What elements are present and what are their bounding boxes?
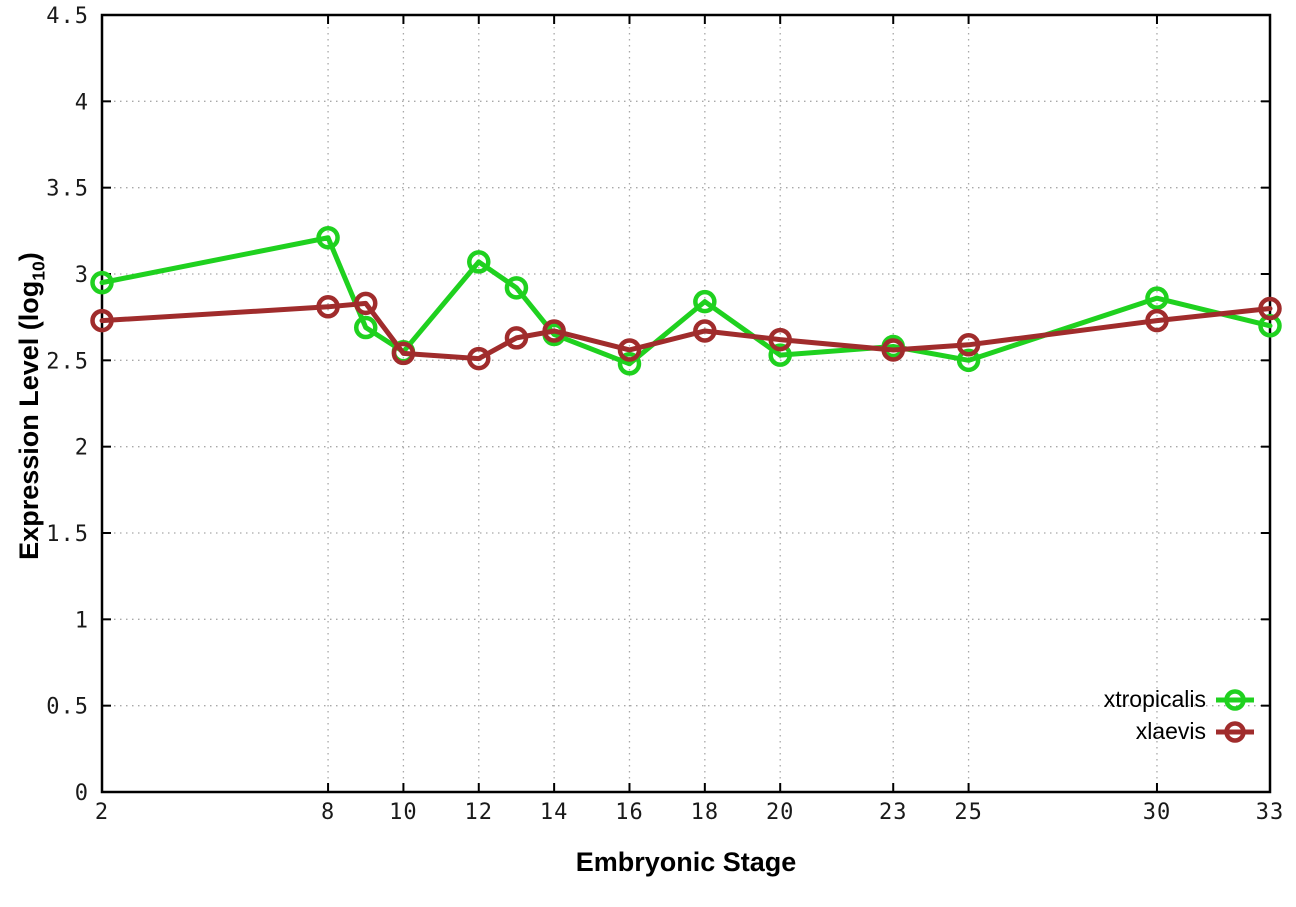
data-point-xtropicalis-stage-8 (316, 225, 340, 250)
legend-marker-xtropicalis-icon (1216, 688, 1254, 711)
x-tick-label: 23 (879, 800, 908, 825)
data-point-xlaevis-stage-2 (90, 308, 114, 333)
legend-item-xtropicalis: xtropicalis (1104, 686, 1254, 713)
x-tick-label: 14 (540, 800, 569, 825)
data-point-xlaevis-stage-16 (617, 338, 642, 362)
y-axis-title-subscript: 10 (28, 261, 49, 281)
data-point-xtropicalis-stage-25 (956, 348, 981, 373)
data-point-xlaevis-stage-8 (316, 295, 340, 319)
plot-border (100, 13, 1272, 794)
data-point-xtropicalis-stage-2 (90, 270, 114, 295)
data-point-xlaevis-stage-23 (881, 338, 905, 362)
data-point-xlaevis-stage-30 (1145, 308, 1169, 333)
y-tick-label: 2 (75, 436, 89, 461)
x-tick-label: 25 (954, 800, 983, 825)
data-point-xlaevis-stage-33 (1258, 296, 1282, 321)
data-point-xlaevis-stage-13 (504, 326, 529, 350)
x-tick-label: 2 (95, 800, 109, 825)
series-xtropicalis (90, 225, 1282, 376)
data-point-xlaevis-stage-14 (542, 319, 566, 343)
x-tick-label: 8 (321, 800, 335, 825)
series-xlaevis-line (99, 300, 1273, 362)
y-tick-label: 2.5 (46, 349, 89, 374)
data-point-xlaevis-stage-25 (956, 333, 981, 357)
y-tick-label: 4.5 (46, 4, 89, 29)
y-axis-title-text: Expression Level (log (14, 280, 44, 560)
y-tick-label: 4 (75, 90, 89, 115)
data-point-xtropicalis-stage-12 (467, 250, 491, 274)
y-axis-title: Expression Level (log10) (14, 206, 48, 606)
y-tick-label: 3 (75, 263, 89, 288)
x-tick-label: 10 (389, 800, 418, 825)
series-xlaevis (90, 291, 1282, 371)
y-tick-label: 3.5 (46, 177, 89, 202)
data-point-xtropicalis-stage-13 (504, 276, 529, 300)
legend-item-xlaevis: xlaevis (1136, 718, 1254, 745)
data-point-xtropicalis-stage-30 (1145, 286, 1169, 310)
data-point-xlaevis-stage-12 (467, 346, 491, 371)
x-tick-label: 12 (465, 800, 494, 825)
x-tick-label: 30 (1143, 800, 1172, 825)
legend-label-xlaevis: xlaevis (1135, 718, 1206, 744)
legend: xtropicalis xlaevis (1104, 686, 1254, 745)
y-tick-label: 1.5 (46, 522, 89, 547)
data-point-xlaevis-stage-10 (391, 341, 416, 366)
data-point-xtropicalis-stage-9 (353, 315, 378, 340)
data-point-xtropicalis-stage-20 (768, 343, 792, 367)
data-point-xtropicalis-stage-16 (617, 352, 642, 376)
y-axis-title-suffix: ) (14, 252, 44, 262)
series-xtropicalis-line (99, 235, 1273, 367)
data-point-xtropicalis-stage-18 (693, 289, 717, 314)
legend-label-xtropicalis: xtropicalis (1103, 686, 1206, 712)
x-tick-label: 18 (691, 800, 720, 825)
data-point-xlaevis-stage-9 (353, 291, 378, 316)
y-tick-label: 0 (75, 781, 89, 806)
data-point-xlaevis-stage-20 (768, 327, 792, 352)
x-tick-label: 20 (766, 800, 795, 825)
x-axis-title: Embryonic Stage (575, 847, 797, 877)
legend-marker-xlaevis-icon (1216, 720, 1254, 743)
data-point-xlaevis-stage-18 (693, 319, 717, 343)
x-tick-label: 33 (1256, 800, 1285, 825)
y-tick-label: 1 (75, 608, 89, 633)
x-tick-label: 16 (615, 800, 644, 825)
y-tick-label: 0.5 (46, 695, 89, 720)
